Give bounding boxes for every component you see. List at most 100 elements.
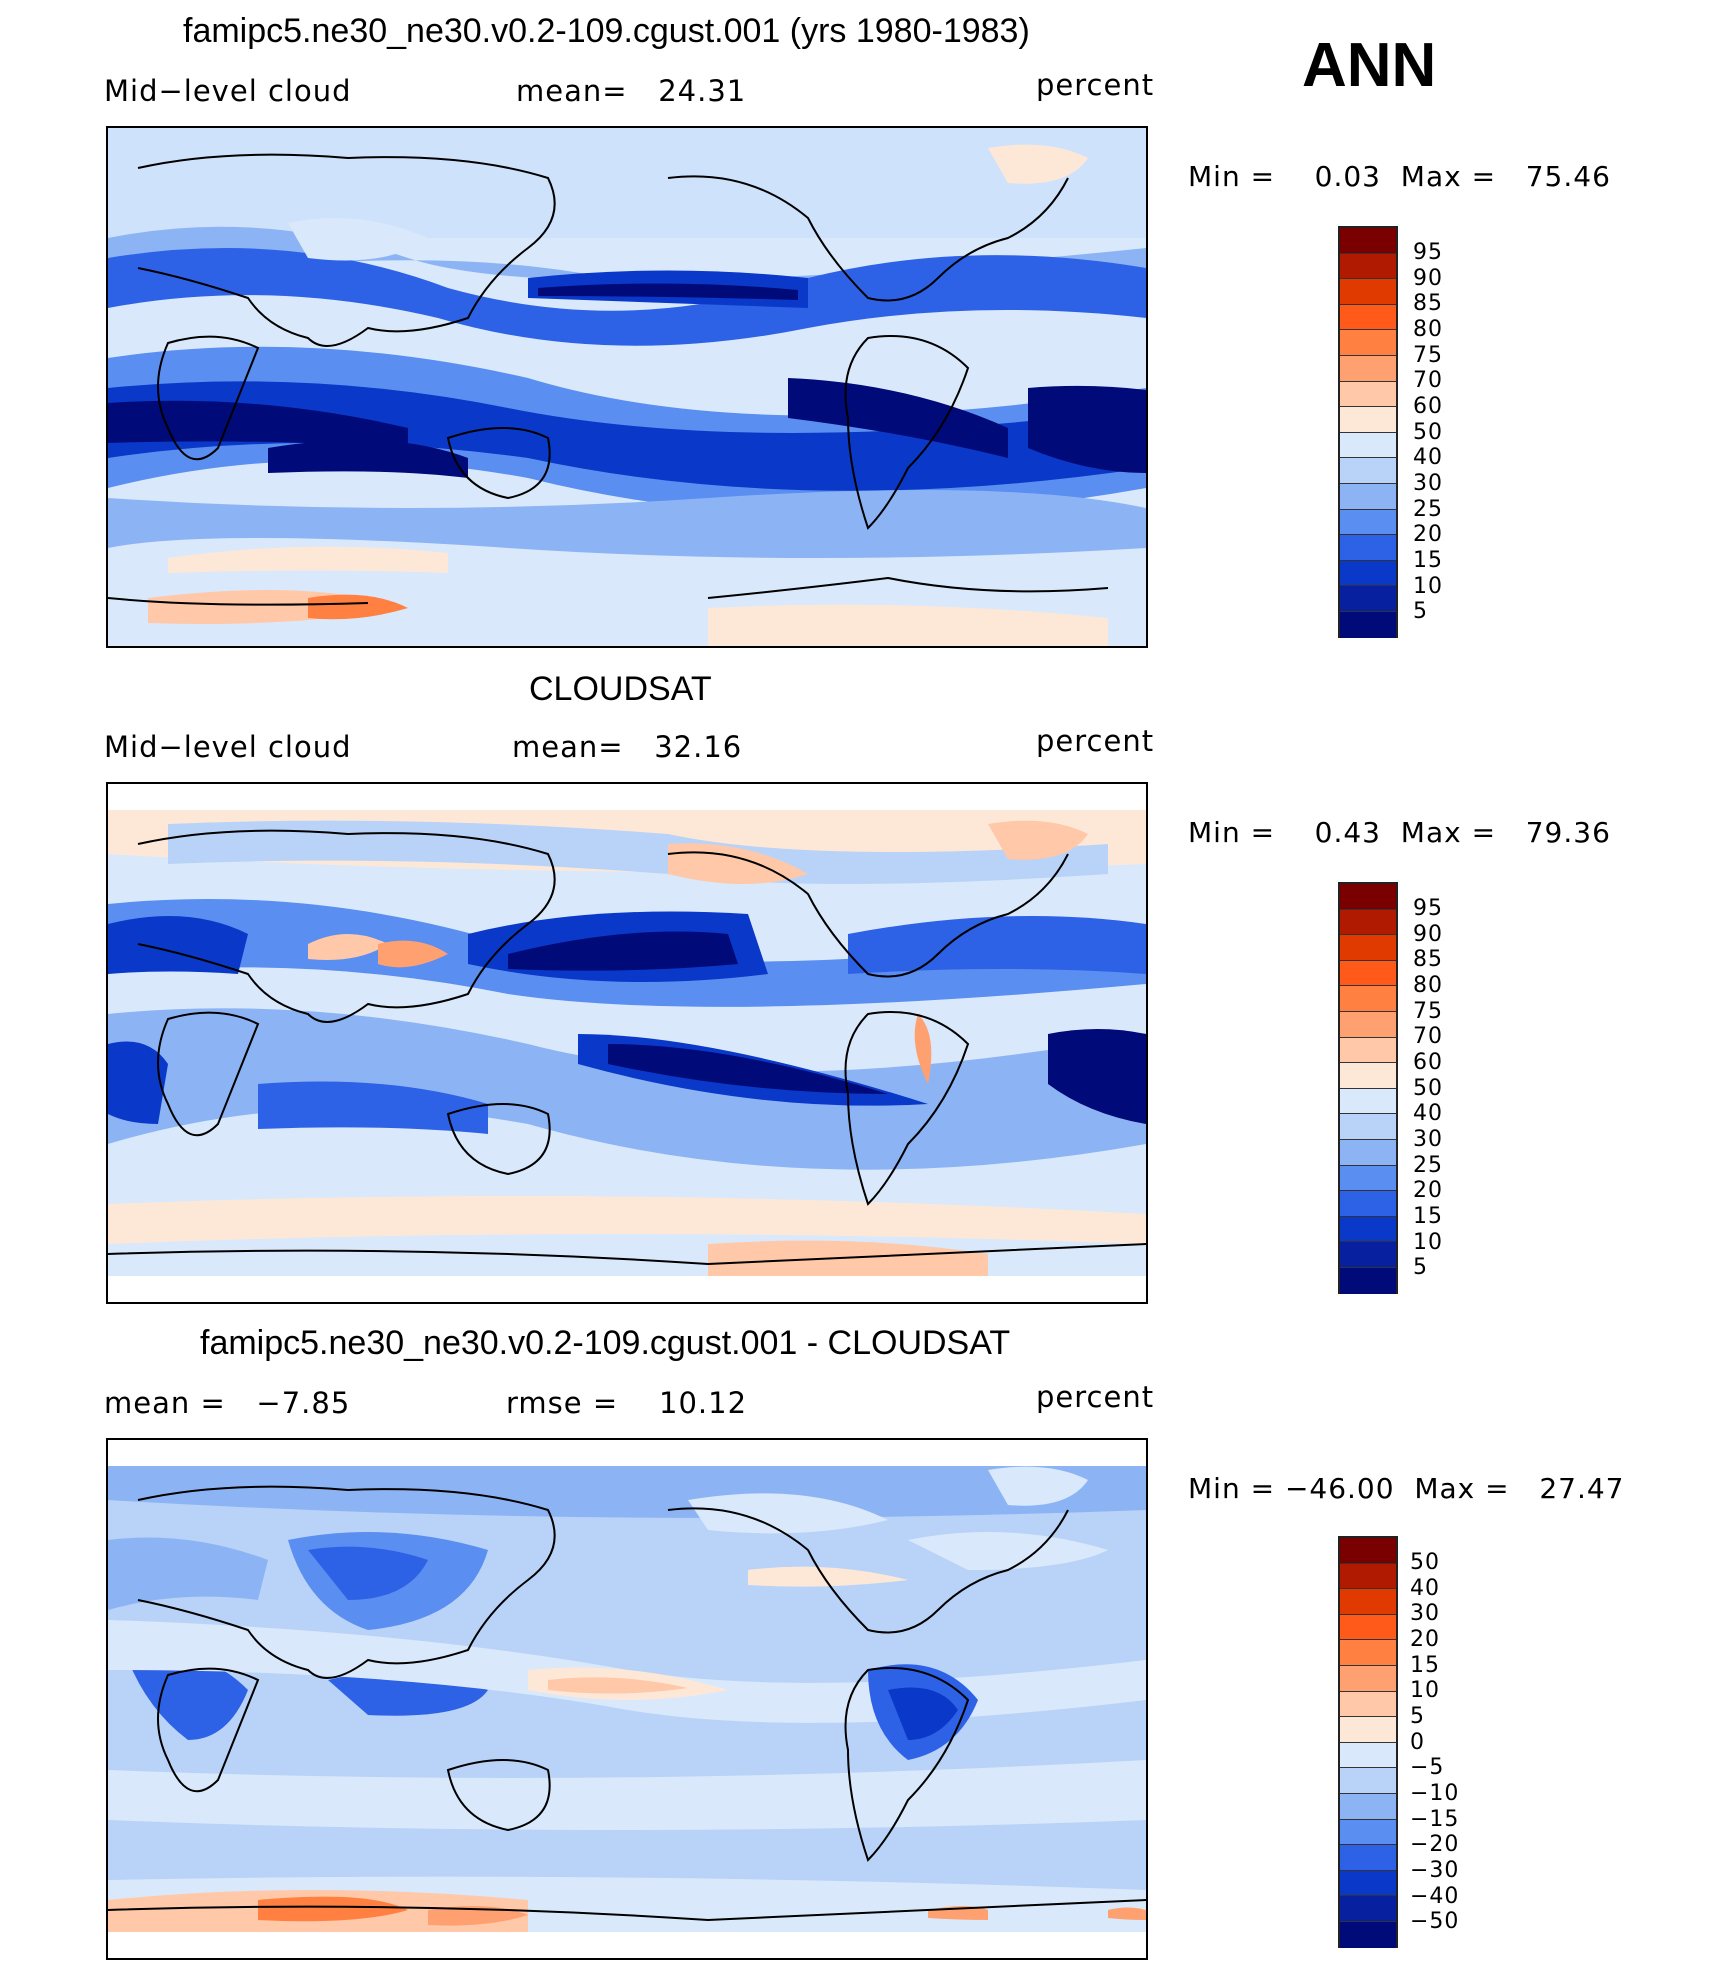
colorbar-mid-tick: 30 (1413, 1127, 1443, 1152)
panel-top-units: percent (1036, 68, 1155, 102)
colorbar-bottom-tick: −10 (1410, 1781, 1460, 1806)
panel-top-variable: Mid−level cloud (104, 74, 352, 108)
map-model-field (108, 128, 1146, 646)
colorbar-mid-tick: 5 (1413, 1255, 1428, 1280)
colorbar-top-swatch-7 (1340, 381, 1396, 408)
panel-bottom-units: percent (1036, 1380, 1155, 1414)
colorbar-top-swatch-6 (1340, 355, 1396, 382)
colorbar-bottom-swatch-14 (1340, 1870, 1396, 1897)
panel-top-title: famipc5.ne30_ne30.v0.2-109.cgust.001 (yr… (183, 12, 1030, 50)
colorbar-mid-swatch-16 (1340, 1267, 1396, 1294)
map-cloudsat-field (108, 784, 1146, 1302)
colorbar-bottom-tick: 40 (1410, 1576, 1440, 1601)
colorbar-mid-swatch-5 (1340, 986, 1396, 1012)
season-label: ANN (1302, 31, 1437, 100)
colorbar-mid-tick: 70 (1413, 1024, 1443, 1049)
colorbar-top-swatch-5 (1340, 330, 1396, 356)
colorbar-bottom-swatch-15 (1340, 1896, 1396, 1922)
colorbar-bottom-swatch-13 (1340, 1845, 1396, 1871)
colorbar-mid-swatch-9 (1340, 1088, 1396, 1115)
colorbar-mid-tick: 85 (1413, 947, 1443, 972)
map-model-mid-level-cloud (106, 126, 1148, 648)
colorbar-bottom-tick: 50 (1410, 1550, 1440, 1575)
panel-bottom-mean: mean = −7.85 (104, 1386, 351, 1420)
colorbar-bottom (1338, 1536, 1398, 1948)
colorbar-top-swatch-13 (1340, 535, 1396, 561)
panel-bottom-rmse: rmse = 10.12 (506, 1386, 748, 1420)
colorbar-top-tick: 30 (1413, 471, 1443, 496)
panel-mid-variable: Mid−level cloud (104, 730, 352, 764)
colorbar-bottom-swatch-12 (1340, 1819, 1396, 1846)
colorbar-mid-swatch-10 (1340, 1114, 1396, 1140)
colorbar-bottom-swatch-10 (1340, 1768, 1396, 1794)
colorbar-bottom-tick: 30 (1410, 1601, 1440, 1626)
panel-top-mean: mean= 24.31 (516, 74, 747, 108)
colorbar-mid-swatch-12 (1340, 1165, 1396, 1192)
panel-bottom-minmax: Min = −46.00 Max = 27.47 (1188, 1472, 1625, 1505)
colorbar-mid-tick: 60 (1413, 1050, 1443, 1075)
colorbar-top-tick: 50 (1413, 420, 1443, 445)
colorbar-top-tick: 90 (1413, 266, 1443, 291)
colorbar-mid-tick: 50 (1413, 1076, 1443, 1101)
colorbar-top-swatch-1 (1340, 228, 1396, 254)
map-difference-field (108, 1440, 1146, 1958)
colorbar-bottom-tick: 0 (1410, 1730, 1425, 1755)
colorbar-bottom-swatch-1 (1340, 1538, 1396, 1564)
colorbar-bottom-tick: 10 (1410, 1678, 1440, 1703)
colorbar-mid-swatch-1 (1340, 884, 1396, 910)
colorbar-bottom-swatch-6 (1340, 1665, 1396, 1692)
colorbar-mid-tick: 75 (1413, 999, 1443, 1024)
colorbar-top-tick: 80 (1413, 317, 1443, 342)
colorbar-mid-swatch-8 (1340, 1063, 1396, 1089)
map-cloudsat-mid-level-cloud (106, 782, 1148, 1304)
map-difference-mid-level-cloud (106, 1438, 1148, 1960)
panel-mid-title: CLOUDSAT (529, 670, 712, 708)
colorbar-mid (1338, 882, 1398, 1294)
colorbar-bottom-swatch-3 (1340, 1589, 1396, 1615)
colorbar-mid-swatch-7 (1340, 1037, 1396, 1064)
colorbar-bottom-swatch-5 (1340, 1640, 1396, 1666)
colorbar-top-swatch-4 (1340, 304, 1396, 331)
colorbar-top-swatch-14 (1340, 560, 1396, 587)
colorbar-bottom-swatch-9 (1340, 1742, 1396, 1769)
colorbar-bottom-tick: 15 (1410, 1653, 1440, 1678)
colorbar-mid-swatch-4 (1340, 960, 1396, 987)
colorbar-top (1338, 226, 1398, 638)
colorbar-bottom-swatch-11 (1340, 1793, 1396, 1820)
colorbar-top-tick: 5 (1413, 599, 1428, 624)
colorbar-top-tick: 25 (1413, 497, 1443, 522)
colorbar-bottom-swatch-2 (1340, 1563, 1396, 1590)
colorbar-mid-swatch-3 (1340, 935, 1396, 961)
colorbar-top-swatch-10 (1340, 458, 1396, 484)
colorbar-top-swatch-8 (1340, 407, 1396, 433)
colorbar-top-tick: 70 (1413, 368, 1443, 393)
colorbar-mid-tick: 80 (1413, 973, 1443, 998)
colorbar-top-swatch-9 (1340, 432, 1396, 459)
colorbar-top-tick: 40 (1413, 445, 1443, 470)
colorbar-bottom-tick: 20 (1410, 1627, 1440, 1652)
panel-top-minmax: Min = 0.03 Max = 75.46 (1188, 160, 1611, 193)
colorbar-top-tick: 60 (1413, 394, 1443, 419)
panel-mid-units: percent (1036, 724, 1155, 758)
colorbar-bottom-tick: −5 (1410, 1755, 1445, 1780)
colorbar-bottom-tick: −15 (1410, 1807, 1460, 1832)
colorbar-top-tick: 15 (1413, 548, 1443, 573)
colorbar-top-swatch-11 (1340, 483, 1396, 510)
colorbar-top-tick: 10 (1413, 574, 1443, 599)
colorbar-mid-tick: 90 (1413, 922, 1443, 947)
colorbar-bottom-tick: −50 (1410, 1909, 1460, 1934)
colorbar-mid-tick: 95 (1413, 896, 1443, 921)
colorbar-top-tick: 20 (1413, 522, 1443, 547)
panel-mid-mean: mean= 32.16 (512, 730, 743, 764)
colorbar-bottom-swatch-16 (1340, 1921, 1396, 1948)
colorbar-mid-swatch-11 (1340, 1139, 1396, 1166)
colorbar-mid-swatch-14 (1340, 1216, 1396, 1243)
colorbar-top-tick: 95 (1413, 240, 1443, 265)
panel-mid-minmax: Min = 0.43 Max = 79.36 (1188, 816, 1611, 849)
panel-bottom-title: famipc5.ne30_ne30.v0.2-109.cgust.001 - C… (200, 1324, 1011, 1362)
colorbar-mid-tick: 15 (1413, 1204, 1443, 1229)
colorbar-mid-tick: 10 (1413, 1230, 1443, 1255)
colorbar-top-swatch-15 (1340, 586, 1396, 612)
colorbar-bottom-tick: 5 (1410, 1704, 1425, 1729)
colorbar-top-swatch-16 (1340, 611, 1396, 638)
